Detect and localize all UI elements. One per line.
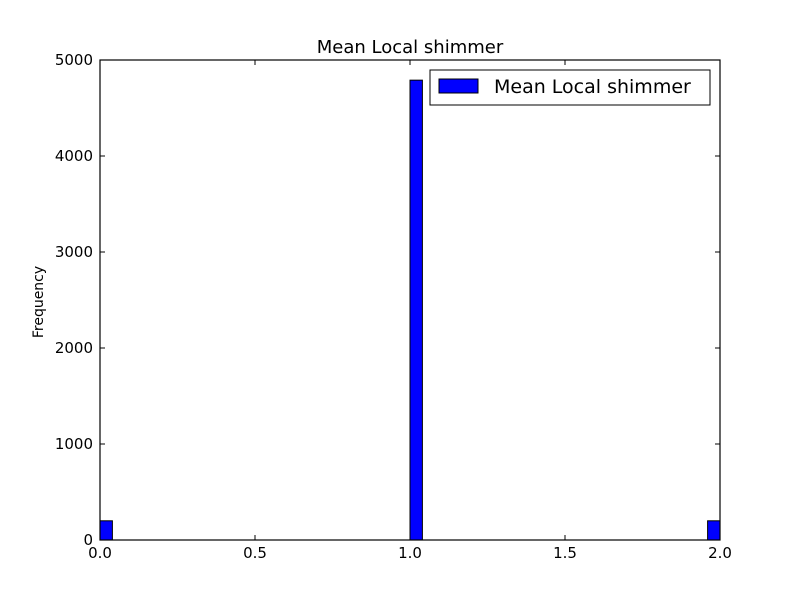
histogram-bar (99, 520, 113, 541)
y-tick-label: 2000 (55, 339, 93, 357)
y-tick-label: 1000 (55, 435, 93, 453)
y-tick-labels: 0 1000 2000 3000 4000 5000 (55, 51, 93, 549)
x-tick-labels: 0.0 0.5 1.0 1.5 2.0 (88, 544, 732, 562)
legend-label: Mean Local shimmer (494, 76, 691, 98)
histogram-bar (409, 79, 423, 541)
chart-title: Mean Local shimmer (317, 37, 504, 58)
y-axis-label: Frequency (31, 266, 47, 338)
legend-swatch (438, 78, 479, 94)
x-tick-label: 1.5 (553, 544, 577, 562)
x-tick-label: 0.0 (88, 544, 112, 562)
bars-group (99, 79, 721, 541)
x-tick-label: 1.0 (398, 544, 422, 562)
histogram-bar (707, 520, 721, 541)
x-tick-label: 0.5 (243, 544, 267, 562)
y-tick-label: 4000 (55, 147, 93, 165)
x-tick-label: 2.0 (708, 544, 732, 562)
y-tick-label: 0 (83, 531, 93, 549)
ticks-group (99, 59, 721, 541)
y-tick-label: 5000 (55, 51, 93, 69)
y-tick-label: 3000 (55, 243, 93, 261)
legend: Mean Local shimmer (429, 69, 711, 106)
